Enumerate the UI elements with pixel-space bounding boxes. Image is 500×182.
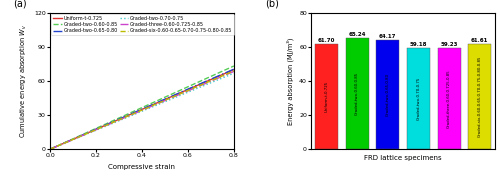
Graded-two-0.60-0.85 (214, 73, 220, 75)
Graded-three-0.60-0.725-0.85 (160, 100, 166, 103)
Graded-two-0.70-0.75 (47, 148, 53, 150)
Graded-two-0.70-0.75 (160, 102, 166, 104)
Graded-two-0.65-0.80 (214, 76, 220, 78)
Graded-three-0.60-0.725-0.85 (231, 70, 237, 72)
Bar (407, 48, 430, 149)
Text: 65.24: 65.24 (348, 32, 366, 37)
Bar (315, 44, 338, 149)
Graded-two-0.60-0.85 (156, 99, 162, 101)
Graded-two-0.60-0.85 (202, 78, 208, 80)
Graded-two-0.70-0.75 (202, 84, 208, 86)
Graded-two-0.70-0.75 (231, 72, 237, 74)
Uniform-t-0.725 (202, 81, 208, 83)
Text: Uniform-t-0.725: Uniform-t-0.725 (324, 81, 328, 112)
Graded-six-0.60-0.65-0.70-0.75-0.80-0.85 (47, 148, 53, 150)
Graded-three-0.60-0.725-0.85 (202, 83, 208, 85)
Graded-two-0.65-0.80 (231, 68, 237, 70)
Text: 61.61: 61.61 (471, 38, 488, 43)
Uniform-t-0.725 (231, 68, 237, 71)
Graded-six-0.60-0.65-0.70-0.75-0.80-0.85 (156, 102, 162, 104)
Graded-three-0.60-0.725-0.85 (156, 102, 162, 104)
Text: Graded-two-0.60-0.85: Graded-two-0.60-0.85 (355, 72, 359, 115)
Graded-two-0.65-0.80 (202, 81, 208, 83)
Graded-six-0.60-0.65-0.70-0.75-0.80-0.85 (202, 82, 208, 84)
Graded-three-0.60-0.725-0.85 (47, 148, 53, 150)
Graded-two-0.60-0.85 (231, 65, 237, 67)
Graded-two-0.60-0.85 (156, 99, 162, 101)
Line: Graded-two-0.60-0.85: Graded-two-0.60-0.85 (50, 66, 234, 149)
Graded-six-0.60-0.65-0.70-0.75-0.80-0.85 (214, 77, 220, 79)
Graded-two-0.60-0.85 (47, 148, 53, 150)
Graded-two-0.70-0.75 (156, 103, 162, 105)
Line: Uniform-t-0.725: Uniform-t-0.725 (50, 70, 234, 149)
Text: Graded-two-0.65-0.80: Graded-two-0.65-0.80 (386, 73, 390, 116)
Text: (a): (a) (13, 0, 27, 9)
X-axis label: Compressive strain: Compressive strain (108, 164, 176, 170)
Uniform-t-0.725 (48, 148, 54, 150)
Line: Graded-six-0.60-0.65-0.70-0.75-0.80-0.85: Graded-six-0.60-0.65-0.70-0.75-0.80-0.85 (50, 71, 234, 149)
Line: Graded-two-0.65-0.80: Graded-two-0.65-0.80 (50, 69, 234, 149)
X-axis label: FRD lattice specimens: FRD lattice specimens (364, 155, 442, 161)
Text: 59.23: 59.23 (440, 42, 458, 47)
Text: (b): (b) (265, 0, 279, 9)
Uniform-t-0.725 (156, 101, 162, 103)
Text: Graded-two-0.70-0.75: Graded-two-0.70-0.75 (416, 77, 420, 120)
Uniform-t-0.725 (214, 76, 220, 78)
Graded-three-0.60-0.725-0.85 (156, 102, 162, 104)
Graded-two-0.65-0.80 (156, 100, 162, 103)
Text: Graded-three-0.60-0.725-0.85: Graded-three-0.60-0.725-0.85 (447, 69, 451, 128)
Bar (376, 40, 399, 149)
Graded-three-0.60-0.725-0.85 (214, 78, 220, 80)
Uniform-t-0.725 (160, 99, 166, 102)
Graded-six-0.60-0.65-0.70-0.75-0.80-0.85 (48, 148, 54, 150)
Bar (468, 44, 491, 149)
Text: 59.18: 59.18 (410, 42, 427, 47)
Y-axis label: Cumulative energy absorption $W_v$: Cumulative energy absorption $W_v$ (18, 24, 28, 138)
Graded-three-0.60-0.725-0.85 (48, 148, 54, 150)
Graded-two-0.60-0.85 (160, 97, 166, 99)
Graded-six-0.60-0.65-0.70-0.75-0.80-0.85 (160, 100, 166, 102)
Graded-two-0.65-0.80 (160, 99, 166, 101)
Bar (438, 48, 460, 149)
Graded-two-0.65-0.80 (47, 148, 53, 150)
Bar (346, 38, 368, 149)
Text: 61.70: 61.70 (318, 38, 335, 43)
Line: Graded-two-0.70-0.75: Graded-two-0.70-0.75 (50, 73, 234, 149)
Graded-six-0.60-0.65-0.70-0.75-0.80-0.85 (156, 102, 162, 104)
Graded-six-0.60-0.65-0.70-0.75-0.80-0.85 (231, 70, 237, 72)
Uniform-t-0.725 (47, 148, 53, 150)
Legend: Uniform-t-0.725, Graded-two-0.60-0.85, Graded-two-0.65-0.80, Graded-two-0.70-0.7: Uniform-t-0.725, Graded-two-0.60-0.85, G… (52, 14, 234, 35)
Graded-two-0.70-0.75 (214, 79, 220, 82)
Graded-two-0.60-0.85 (48, 148, 54, 150)
Graded-two-0.70-0.75 (156, 103, 162, 105)
Text: Graded-six-0.60-0.65-0.70-0.75-0.80-0.85: Graded-six-0.60-0.65-0.70-0.75-0.80-0.85 (478, 56, 482, 137)
Graded-two-0.65-0.80 (156, 101, 162, 103)
Y-axis label: Energy absorption (MJ/m³): Energy absorption (MJ/m³) (286, 37, 294, 125)
Graded-two-0.70-0.75 (48, 148, 54, 150)
Uniform-t-0.725 (156, 101, 162, 103)
Line: Graded-three-0.60-0.725-0.85: Graded-three-0.60-0.725-0.85 (50, 71, 234, 149)
Text: 64.17: 64.17 (379, 34, 396, 39)
Graded-two-0.65-0.80 (48, 148, 54, 150)
